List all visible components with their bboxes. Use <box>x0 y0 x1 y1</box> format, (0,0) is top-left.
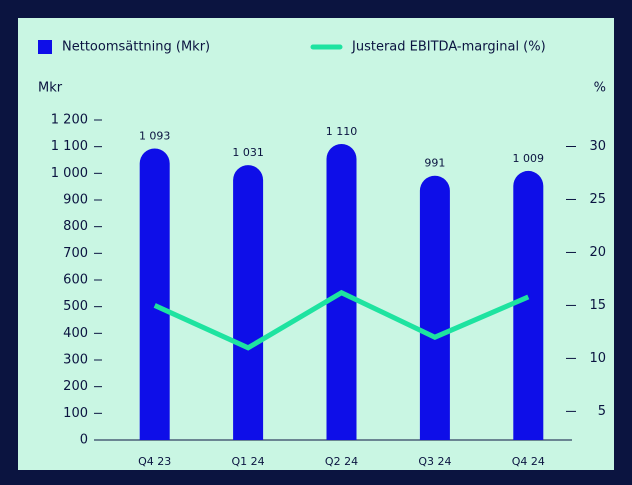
x-tick-label: Q4 24 <box>512 455 545 468</box>
legend-label: Nettoomsättning (Mkr) <box>62 40 210 55</box>
y-tick-label: 600 <box>63 273 88 288</box>
y-tick-label: 1 000 <box>51 166 88 181</box>
y-tick-label: 0 <box>80 433 88 448</box>
data-label: 1 031 <box>232 146 264 159</box>
x-tick-label: Q4 23 <box>138 455 171 468</box>
y2-tick-label: 30 <box>589 139 606 154</box>
data-label: 1 009 <box>513 152 545 165</box>
y-tick-label: 800 <box>63 219 88 234</box>
y2-tick-label: 15 <box>589 298 606 313</box>
y-tick-label: 500 <box>63 299 88 314</box>
legend-swatch <box>38 40 52 54</box>
y-tick-label: 100 <box>63 406 88 421</box>
y-tick-label: 1 100 <box>51 139 88 154</box>
line <box>153 289 530 351</box>
bar <box>513 170 544 440</box>
y2-tick-label: 25 <box>589 192 606 207</box>
x-tick-label: Q2 24 <box>325 455 358 468</box>
data-label: 1 110 <box>326 125 358 138</box>
y-tick-label: 300 <box>63 353 88 368</box>
y2-tick-label: 20 <box>589 245 606 260</box>
data-label: 991 <box>424 157 445 170</box>
data-label: 1 093 <box>139 130 171 143</box>
y-tick-label: 400 <box>63 326 88 341</box>
bar <box>139 148 170 440</box>
y-tick-label: 700 <box>63 246 88 261</box>
x-tick-label: Q3 24 <box>418 455 451 468</box>
y2-tick-label: 10 <box>589 351 606 366</box>
y-tick-label: 1 200 <box>51 113 88 128</box>
y-tick-label: 900 <box>63 193 88 208</box>
bar <box>233 165 264 440</box>
y-tick-label: 200 <box>63 379 88 394</box>
x-tick-label: Q1 24 <box>232 455 265 468</box>
legend-label: Justerad EBITDA-marginal (%) <box>351 40 546 55</box>
y-axis-label: Mkr <box>38 81 63 96</box>
bar <box>419 175 450 440</box>
y2-tick-label: 5 <box>598 404 606 419</box>
y2-axis-label: % <box>594 81 606 96</box>
